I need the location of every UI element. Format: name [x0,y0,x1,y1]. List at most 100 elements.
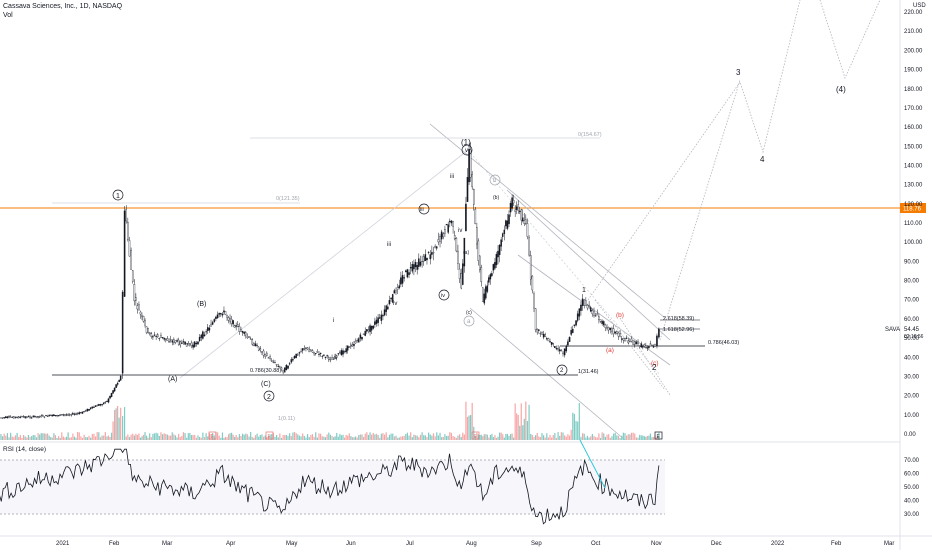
candle-body [49,414,52,416]
volume-bar [658,432,660,440]
volume-bar [241,433,244,440]
candle-body [485,286,487,299]
candle-body [144,320,146,326]
candle-body [88,408,90,411]
volume-bar [117,405,119,440]
candle-body [489,274,492,280]
candle-body [181,342,183,344]
volume-bar [606,434,608,440]
candle-body [72,413,74,415]
candle-body [279,366,281,368]
volume-bar [359,434,361,440]
price-tick-label: 120.00 [904,202,923,208]
volume-bar [11,436,13,440]
candle-body [603,321,605,326]
wave-circle-v: v [465,148,468,154]
candle-body [332,358,335,360]
volume-bar [598,433,600,440]
volume-bar [612,433,615,440]
volume-bar [565,436,567,440]
volume-bar [298,435,301,440]
candle-body [515,206,518,210]
volume-bar [434,436,436,440]
volume-bar [626,435,628,440]
volume-bar [392,433,394,440]
volume-bar [161,434,164,440]
volume-bar [539,437,542,440]
candle-body [511,197,513,209]
volume-bar [329,434,332,440]
wave-circle-b: b [493,178,497,184]
wave-labels: 1 2 (1) v iii iv a b 2 (A) (B) (C) i ii … [112,68,846,402]
candle-body [385,305,387,312]
candle-body [586,304,589,309]
candle-body [283,367,286,373]
volume-bar [350,436,352,440]
volume-bar [356,437,358,440]
volume-bar [552,435,554,440]
volume-bar [237,437,239,440]
candle-body [35,416,38,418]
candle-body [445,223,448,226]
candle-body [440,231,443,240]
volume-bar [503,437,505,440]
volume-bar [195,437,197,440]
price-tick-label: 40.00 [904,355,920,361]
candle-body [53,414,55,417]
candle-body [89,407,92,410]
time-tick-label: Oct [591,541,601,547]
candle-body [434,245,436,248]
candle-body [426,257,428,261]
candle-body [119,375,122,381]
candle-body [3,417,5,419]
candle-body [411,264,414,272]
candle-body [1,417,4,419]
volume-bar [276,434,278,440]
candle-body [161,337,164,339]
candle-body [38,416,41,418]
volume-bar [149,433,151,440]
candle-body [462,263,464,285]
candle-body [203,334,206,337]
volume-bar [509,434,512,440]
candle-body [486,285,489,292]
volume-bar [127,434,129,440]
candle-body [356,340,358,342]
candle-body [16,416,18,418]
volume-bar [383,434,386,440]
wave-C: (C) [261,381,271,388]
volume-bar [27,434,30,440]
volume-bar [459,434,461,440]
volume-bar [113,409,116,440]
volume-bar [192,434,194,440]
candle-body [491,273,493,276]
candle-body [466,177,469,202]
volume-bar [31,436,33,440]
candle-body [581,298,584,307]
candle-body [550,342,553,345]
rsi-trendline[interactable] [579,439,606,489]
price-tick-label: 30.00 [904,374,920,380]
volume-bar [347,435,349,440]
candle-body [135,297,137,301]
volume-bar [220,437,222,440]
candle-body [241,331,244,333]
candle-body [287,365,289,369]
candle-body [568,337,571,342]
candle-body [257,346,260,351]
candle-body [619,333,621,338]
candle-body [393,290,396,294]
time-tick-label: Mar [162,541,172,547]
last-price-time: 02:18:56 [904,334,924,340]
volume-bar [21,437,23,440]
volume-bar [120,407,122,440]
candle-body [471,174,473,188]
volume-bar [157,433,159,440]
candle-body [339,352,341,354]
volume-bar [197,435,199,440]
volume-bar [455,437,457,440]
candle-body [437,239,440,243]
candle-body [614,331,616,334]
